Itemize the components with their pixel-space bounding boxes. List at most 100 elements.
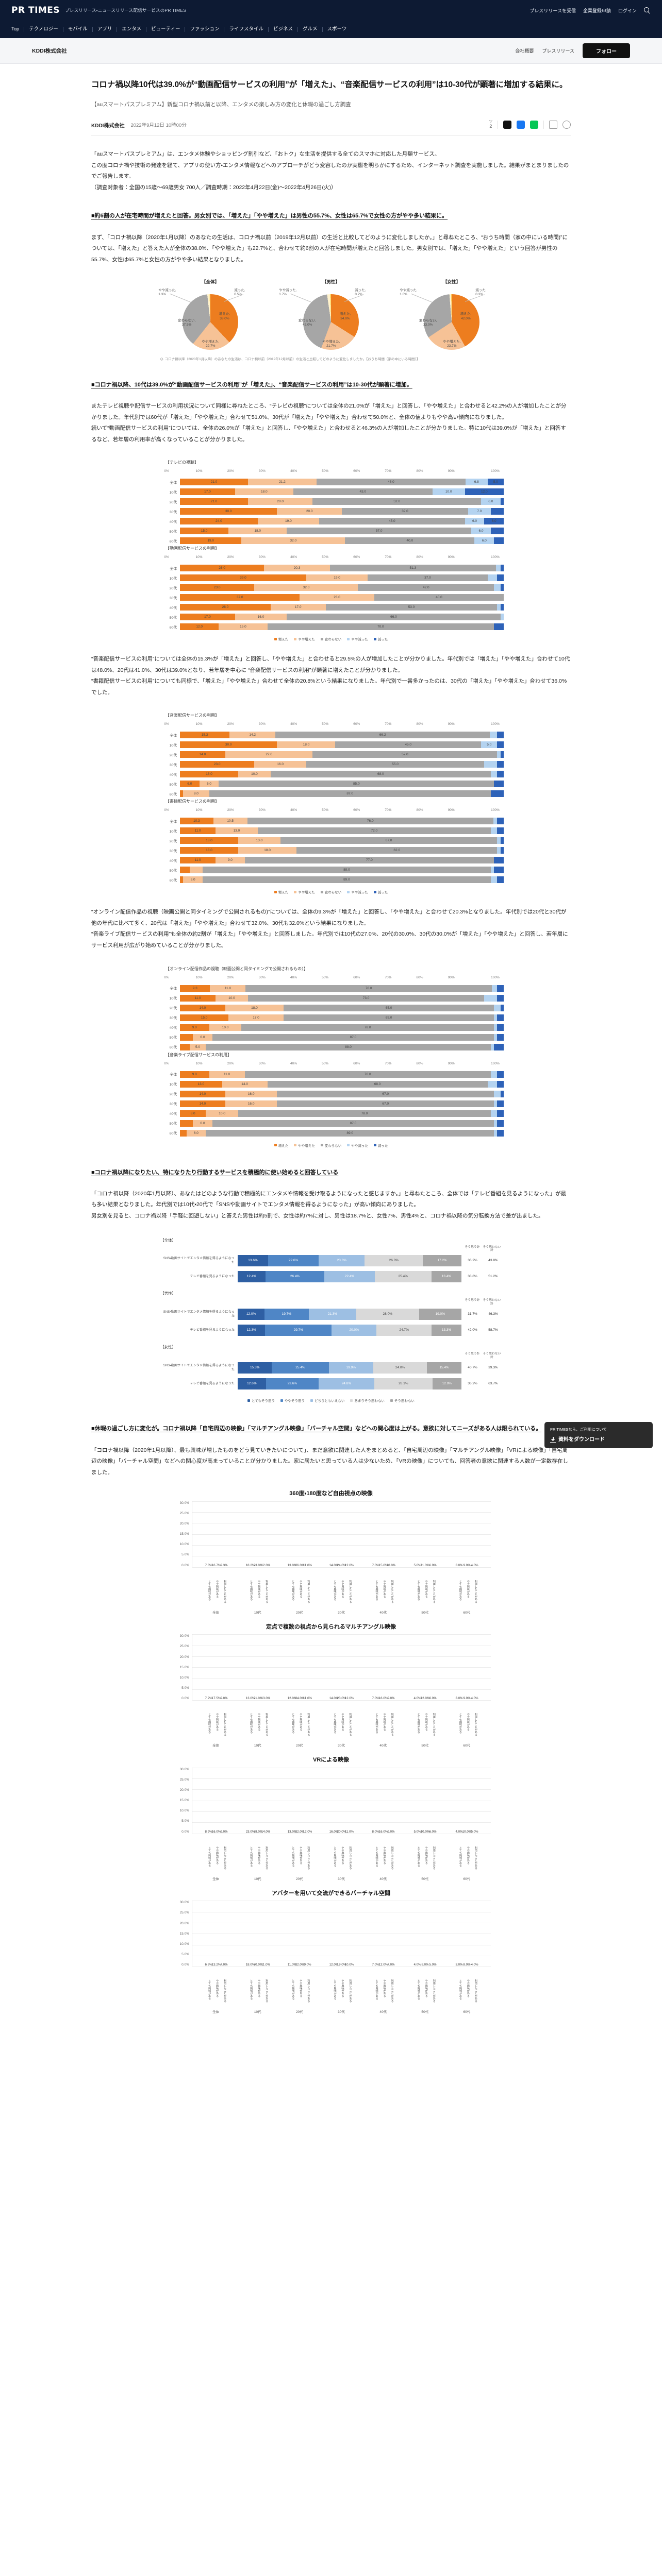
bar-segment: 18.0 bbox=[180, 837, 239, 844]
bar-segment bbox=[497, 985, 504, 992]
gridline bbox=[192, 1567, 491, 1568]
twitter-icon[interactable] bbox=[503, 121, 511, 129]
x-sublabel: とても興味がある bbox=[458, 1979, 462, 2000]
y-axis: 30.0% 25.0% 20.0% 15.0% 10.0% 5.0% 0.0% bbox=[171, 1768, 192, 1834]
bar-segment: 40.0 bbox=[345, 537, 475, 545]
bar-segment: 16.0 bbox=[225, 1100, 277, 1107]
x-sublabel-group: とても興味がある やや興味がある 利用したことがある bbox=[456, 1846, 478, 1875]
search-icon[interactable] bbox=[644, 7, 651, 14]
article-meta: KDDI株式会社 2022年9月12日 10時00分 ▽ 2 bbox=[91, 120, 571, 136]
follow-button[interactable]: フォロー bbox=[583, 43, 630, 58]
x-axis: 0% 10% 20% 30% 40% 50% 60% 70% 80% 90% 100% bbox=[164, 469, 504, 475]
bar-segment: 26.4% bbox=[265, 1270, 325, 1282]
link-icon[interactable] bbox=[562, 121, 571, 129]
x-sublabel-group: とても興味がある やや興味がある 利用したことがある bbox=[246, 1713, 269, 1742]
line-icon[interactable] bbox=[530, 121, 538, 129]
nav-item-beauty[interactable]: ビューティー bbox=[146, 27, 186, 32]
stacked-bar-chart-behavior: 【全体】 そう思う計 そう思わない計 SNS・動画サイトでエンタメ情報を得るようになっ… bbox=[153, 1233, 509, 1406]
pie-graphic: 増えた, 38.0% やや増えた, 22.7% 変わらない, 37.5% やや減った, 1.3… bbox=[156, 287, 264, 353]
chart-row: 60代 8.0 87.0 bbox=[158, 789, 504, 799]
nav-item-app[interactable]: アプリ bbox=[93, 27, 118, 32]
nav-item-fashion[interactable]: ファッション bbox=[185, 27, 225, 32]
y-axis-tick: 10.0% bbox=[179, 1809, 189, 1813]
bar-segment: 23.0 bbox=[300, 594, 374, 601]
x-sublabel-group: とても興味がある やや興味がある 利用したことがある bbox=[456, 1713, 478, 1742]
stacked-row: テレビ番組を見るようになった 12.6% 23.6% 24.8% 26.1% 12.9% 3… bbox=[160, 1377, 502, 1391]
bar-segment: 15.4% bbox=[427, 1362, 461, 1374]
x-axis-category: 10代 bbox=[254, 1744, 261, 1748]
stacked-bar: 6.0 6.0 85.0 bbox=[180, 781, 504, 788]
article-subtitle: 【auスマートパスプレミアム】新型コロナ禍以前と以降、エンタメの楽しみ方の変化と… bbox=[91, 101, 351, 108]
stacked-bar: 8.0 10.0 78.0 bbox=[180, 1110, 504, 1117]
x-axis-tick: 30% bbox=[258, 722, 266, 726]
nav-item-mobile[interactable]: モバイル bbox=[63, 27, 93, 32]
company-bar: KDDI株式会社 会社概要 プレスリリース フォロー bbox=[0, 38, 662, 64]
nav-item-technology[interactable]: テクノロジー bbox=[24, 27, 63, 32]
x-axis: 0% 10% 20% 30% 40% 50% 60% 70% 80% 90% 100% bbox=[164, 722, 504, 728]
bar-group: 13.0% 26.0% 11.0% bbox=[287, 1563, 312, 1567]
like-button[interactable]: ▽ 2 bbox=[489, 120, 492, 130]
stacked-bar: 6.0 89.0 bbox=[180, 876, 504, 884]
bar-segment: 6.0 bbox=[199, 781, 219, 788]
cta-line-2-wrap[interactable]: 資料をダウンロード bbox=[550, 1436, 647, 1444]
pie-slice-label: やや減った, 1.0% bbox=[400, 288, 418, 297]
pie-slice-label: やや増えた, 23.7% bbox=[443, 340, 461, 348]
x-axis-tick: 70% bbox=[385, 469, 392, 473]
nav-item-gourmet[interactable]: グルメ bbox=[298, 27, 323, 32]
chart-row: 50代 17.0 16.0 66.0 bbox=[158, 612, 504, 622]
bars: 7.3% 16.7% 9.3% 18.2% 23.0% 12.0% 13.0% 26.0% 11… bbox=[192, 1501, 491, 1567]
facebook-icon[interactable] bbox=[517, 121, 525, 129]
x-axis-tick: 50% bbox=[322, 722, 329, 726]
y-axis-tick: 30.0% bbox=[179, 1634, 189, 1638]
chart-row: 20代 14.0 27.0 57.0 bbox=[158, 750, 504, 759]
company-registration-link[interactable]: 企業登録申請 bbox=[583, 8, 611, 13]
stacked-bar: 14.0 16.0 67.0 bbox=[180, 1100, 504, 1107]
bar-group: 4.0% 8.0% 5.0% bbox=[413, 1963, 437, 1967]
bar-segment bbox=[497, 1120, 504, 1127]
nav-item-sports[interactable]: スポーツ bbox=[327, 26, 347, 32]
x-sublabel: やや興味がある bbox=[341, 1580, 344, 1598]
bar-segment: 10.5 bbox=[213, 818, 247, 825]
nav-item-business[interactable]: ビジネス bbox=[269, 27, 298, 32]
column-headers: そう思う計 そう思わない計 bbox=[160, 1246, 502, 1253]
download-cta-card[interactable]: PR TIMESなら、ご利用について 資料をダウンロード bbox=[544, 1422, 653, 1449]
bar-segment: 78.0 bbox=[238, 1110, 491, 1117]
company-press-release-link[interactable]: プレスリリース bbox=[542, 48, 574, 54]
bars: 8.9% 16.0% 9.0% 23.0% 28.0% 14.0% 13.0% 22.0% 12… bbox=[192, 1768, 491, 1834]
bar-segment bbox=[500, 584, 504, 591]
nav-item-entertainment[interactable]: エンタメ bbox=[117, 27, 147, 32]
x-axis-category: 10代 bbox=[254, 2010, 261, 2014]
x-sublabel-group: とても興味がある やや興味がある 利用したことがある bbox=[330, 1580, 352, 1609]
x-sublabel: やや興味がある bbox=[299, 1580, 303, 1598]
x-axis-tick: 0% bbox=[164, 555, 169, 560]
login-link[interactable]: ログイン bbox=[618, 8, 637, 13]
bar-segment: 9.0 bbox=[180, 1024, 209, 1031]
nav-item-lifestyle[interactable]: ライフスタイル bbox=[224, 27, 269, 32]
x-axis-tick: 20% bbox=[227, 722, 234, 726]
bar-segment: 6.0 bbox=[481, 498, 501, 505]
nav-item-top[interactable]: Top bbox=[11, 27, 25, 32]
x-axis-tick: 20% bbox=[227, 469, 234, 473]
x-sublabel: とても興味がある bbox=[208, 1846, 211, 1867]
x-axis-category: 40代 bbox=[379, 1611, 387, 1615]
stacked-bar: 21.0 20.0 52.0 6.0 bbox=[180, 498, 504, 505]
y-axis-tick: 15.0% bbox=[179, 1665, 189, 1669]
y-axis-tick: 20.0% bbox=[179, 1655, 189, 1659]
company-profile-link[interactable]: 会社概要 bbox=[515, 48, 534, 54]
x-sublabel: やや興味がある bbox=[257, 1846, 261, 1865]
row-label: 30代 bbox=[169, 510, 177, 514]
pie-slice-label: 減った, 0.5% bbox=[234, 288, 245, 297]
mail-icon[interactable] bbox=[549, 121, 557, 129]
x-sublabel: とても興味がある bbox=[375, 1580, 378, 1600]
bar-segment bbox=[490, 1071, 498, 1078]
bar-segment bbox=[497, 1080, 504, 1088]
bar-segment: 21.0 bbox=[180, 498, 248, 505]
x-axis-tick: 100% bbox=[491, 1061, 500, 1065]
receive-press-release-link[interactable]: プレスリリースを受信 bbox=[529, 8, 576, 13]
column-header: そう思う計 bbox=[465, 1299, 480, 1302]
row-label: 全体 bbox=[170, 734, 177, 738]
figure-bigstack: 【全体】 そう思う計 そう思わない計 SNS・動画サイトでエンタメ情報を得るようになっ… bbox=[153, 1233, 509, 1406]
y-axis: 30.0% 25.0% 20.0% 15.0% 10.0% 5.0% 0.0% bbox=[171, 1901, 192, 1967]
prtimes-logo[interactable]: PR TIMES bbox=[11, 5, 60, 15]
bar-segment bbox=[494, 1014, 498, 1021]
